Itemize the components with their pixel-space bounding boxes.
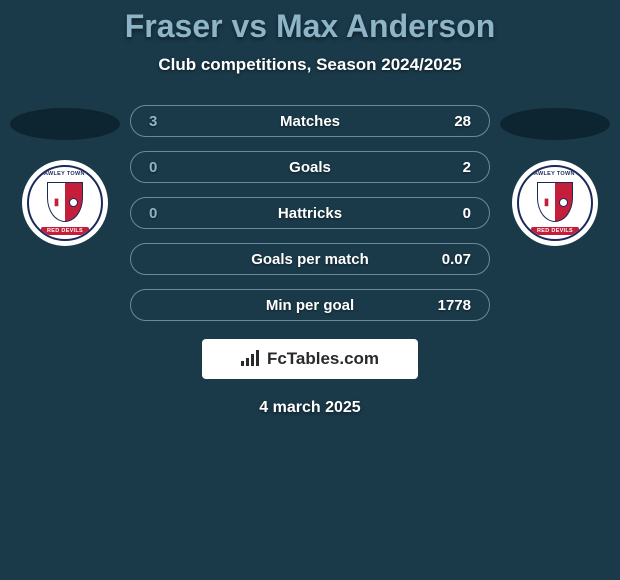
stat-right-value: 0.07	[431, 251, 471, 268]
stat-left-value: 3	[149, 113, 189, 130]
comparison-row: CRAWLEY TOWN FC ▮ RED DEVILS 3 Matches 2…	[0, 105, 620, 321]
stat-label: Goals per match	[251, 251, 369, 268]
stats-column: 3 Matches 28 0 Goals 2 0 Hattricks 0 Goa…	[130, 105, 490, 321]
right-player-col: CRAWLEY TOWN FC ▮ RED DEVILS	[500, 105, 610, 246]
badge-top-text: CRAWLEY TOWN FC	[526, 171, 585, 177]
stat-row-goals-per-match: Goals per match 0.07	[130, 243, 490, 275]
right-shadow-ellipse	[500, 108, 610, 140]
stat-right-value: 0	[431, 205, 471, 222]
badge-bottom-text: RED DEVILS	[531, 227, 579, 235]
stat-row-hattricks: 0 Hattricks 0	[130, 197, 490, 229]
stat-label: Hattricks	[278, 205, 342, 222]
stat-right-value: 2	[431, 159, 471, 176]
stat-row-goals: 0 Goals 2	[130, 151, 490, 183]
fctables-logo: FcTables.com	[202, 339, 418, 379]
stat-row-min-per-goal: Min per goal 1778	[130, 289, 490, 321]
shield-icon: ▮	[47, 182, 83, 222]
stat-label: Goals	[289, 159, 331, 176]
stat-row-matches: 3 Matches 28	[130, 105, 490, 137]
stat-right-value: 1778	[431, 297, 471, 314]
date-label: 4 march 2025	[0, 399, 620, 417]
left-club-badge: CRAWLEY TOWN FC ▮ RED DEVILS	[22, 160, 108, 246]
stat-label: Min per goal	[266, 297, 354, 314]
stat-left-value: 0	[149, 205, 189, 222]
left-player-col: CRAWLEY TOWN FC ▮ RED DEVILS	[10, 105, 120, 246]
stat-left-value: 0	[149, 159, 189, 176]
badge-top-text: CRAWLEY TOWN FC	[36, 171, 95, 177]
stat-label: Matches	[280, 113, 340, 130]
badge-bottom-text: RED DEVILS	[41, 227, 89, 235]
logo-text: FcTables.com	[267, 349, 379, 369]
page-title: Fraser vs Max Anderson	[0, 8, 620, 45]
shield-icon: ▮	[537, 182, 573, 222]
subtitle: Club competitions, Season 2024/2025	[0, 55, 620, 75]
bar-chart-icon	[241, 350, 263, 368]
left-shadow-ellipse	[10, 108, 120, 140]
right-club-badge: CRAWLEY TOWN FC ▮ RED DEVILS	[512, 160, 598, 246]
stat-right-value: 28	[431, 113, 471, 130]
